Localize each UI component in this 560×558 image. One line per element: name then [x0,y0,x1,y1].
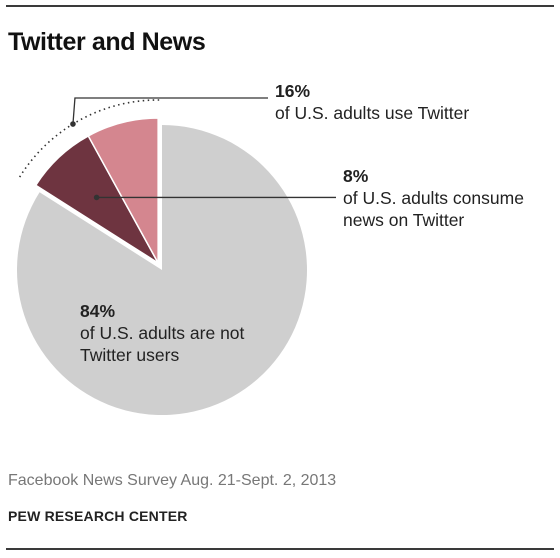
annotation-non-users-pct: 84% [80,301,116,321]
pie-slices [17,117,308,415]
annotation-twitter-users: 16% of U.S. adults use Twitter [275,80,469,124]
annotation-news-consumers: 8% of U.S. adults consume news on Twitte… [343,165,543,231]
twitter-users-bracket-arc [18,99,162,178]
chart-title: Twitter and News [8,28,206,56]
leader-line-twitter-users [72,97,268,125]
annotation-non-users: 84% of U.S. adults are not Twitter users [80,300,280,366]
pie-slice-8-2 [87,117,159,264]
leader-dot-twitter-users [70,121,76,127]
annotation-twitter-users-pct: 16% [275,81,311,101]
annotation-leaders [18,97,336,201]
bottom-rule [6,548,554,550]
top-rule [6,5,554,7]
pie-chart [17,97,336,415]
annotation-twitter-users-text: of U.S. adults use Twitter [275,103,470,123]
leader-dot-news-consumers [93,194,100,201]
annotation-news-consumers-text: of U.S. adults consume news on Twitter [343,188,524,230]
annotation-non-users-text: of U.S. adults are not Twitter users [80,323,245,365]
annotation-news-consumers-pct: 8% [343,166,369,186]
credit-line: PEW RESEARCH CENTER [8,508,188,524]
source-note: Facebook News Survey Aug. 21-Sept. 2, 20… [8,472,337,489]
